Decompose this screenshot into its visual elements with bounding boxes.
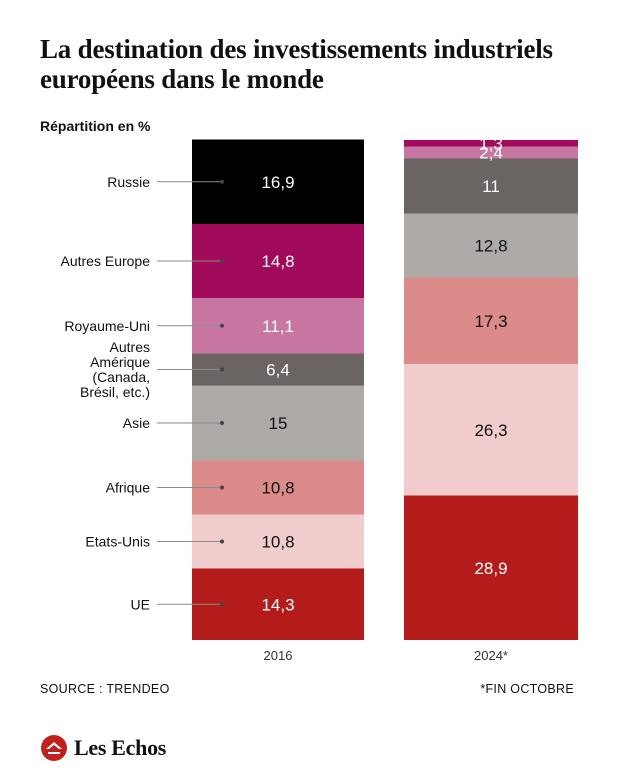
data-label: 15 — [269, 414, 288, 433]
data-label: 14,3 — [261, 595, 294, 614]
data-label: 26,3 — [474, 421, 507, 440]
leader-dot — [220, 485, 224, 490]
legend-label: Afrique — [106, 480, 151, 496]
bar-segment-autres-am-rique-2024 — [404, 158, 578, 214]
legend-label: Asie — [123, 415, 150, 431]
data-label: 11 — [482, 177, 500, 196]
legend-label: Russie — [107, 174, 150, 190]
chart-title: La destination des investissements indus… — [40, 34, 553, 94]
data-label: 14,8 — [261, 252, 294, 271]
data-label: 16,9 — [261, 173, 294, 192]
leader-dot — [220, 179, 224, 184]
brand-name: Les Echos — [74, 735, 167, 760]
leader-dot — [220, 259, 224, 263]
data-label: 12,8 — [474, 237, 507, 256]
leader-dot — [220, 323, 224, 328]
legend-label: Etats-Unis — [85, 534, 150, 550]
x-tick-label: 2016 — [264, 648, 293, 663]
data-label: 2,4 — [479, 144, 503, 163]
data-label: 10,8 — [261, 479, 294, 498]
chart-subtitle: Répartition en % — [40, 118, 151, 134]
legend-label: Royaume-Uni — [64, 318, 150, 334]
data-label: 6,4 — [266, 361, 290, 380]
legend-label: UE — [131, 596, 150, 612]
footnote: *FIN OCTOBRE — [480, 682, 574, 696]
bar-segment-ue-2024 — [404, 495, 578, 640]
bar-segment-asie-2024 — [404, 213, 578, 278]
data-label: 17,3 — [474, 312, 507, 331]
stacked-bar-chart: 14,3 10,8 10,8 15 6,4 11,1 14,8 16,9 2016 28,9 26,… — [60, 134, 578, 663]
data-label: 28,9 — [474, 559, 507, 578]
bar-segment-royaume-uni-2024 — [404, 146, 578, 159]
bar-segment-etats-unis-2024 — [404, 364, 578, 496]
data-label: 11,1 — [262, 317, 294, 336]
leader-dot — [220, 602, 224, 607]
source-note: SOURCE : TRENDEO — [40, 682, 170, 696]
x-tick-label: 2024* — [474, 648, 508, 663]
data-label: 10,8 — [261, 533, 294, 552]
bar-segment-autres-europe-2024 — [404, 140, 578, 147]
data-label: 1,3 — [479, 134, 503, 153]
legend-label: Autres Europe — [61, 253, 151, 269]
legend-label: Autres Amérique (Canada, Brésil, etc.) — [80, 339, 150, 400]
brand-logo: Les Echos — [40, 734, 166, 762]
leader-dot — [220, 367, 224, 372]
bar-segment-afrique-2024 — [404, 277, 578, 364]
leader-dot — [220, 539, 224, 544]
les-echos-logo-icon — [41, 735, 67, 761]
leader-dot — [220, 421, 224, 425]
